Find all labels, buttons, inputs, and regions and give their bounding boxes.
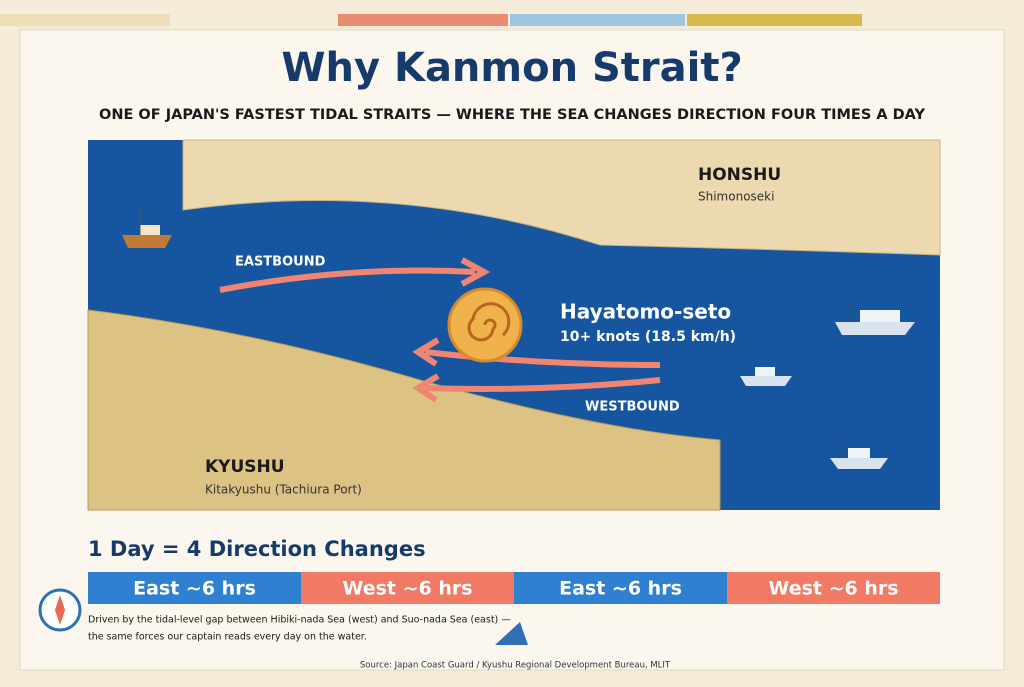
- west-arrowhead: [412, 337, 440, 367]
- timeline-label: West ~6 hrs: [768, 578, 898, 600]
- compass-needle: [55, 595, 65, 625]
- boat: [740, 367, 792, 386]
- timeline-label: East ~6 hrs: [559, 578, 682, 600]
- honshu-city: Shimonoseki: [698, 190, 774, 204]
- kyushu-land: [87, 309, 721, 511]
- source: Source: Japan Coast Guard / Kyushu Regio…: [360, 661, 671, 671]
- footnote-line: the same forces our captain reads every …: [88, 632, 367, 643]
- fin-icon: [495, 622, 528, 645]
- footnote-line: Driven by the tidal-level gap between Hi…: [88, 615, 511, 626]
- east-arrowhead: [460, 257, 491, 287]
- west-arrow: [424, 377, 661, 392]
- timeline-label: West ~6 hrs: [342, 578, 472, 600]
- timeline: East ~6 hrs West ~6 hrs East ~6 hrs West ~6…: [88, 572, 940, 604]
- border-strip: [687, 14, 862, 26]
- title: Why Kanmon Strait?: [281, 45, 742, 91]
- boat: [830, 438, 888, 469]
- east-arrow: [219, 267, 476, 293]
- whirlpool-swirl: [467, 302, 511, 342]
- west-arrowhead: [412, 373, 440, 403]
- timeline-segment: [514, 572, 727, 604]
- boat: [122, 208, 172, 248]
- honshu-land: [182, 139, 941, 256]
- timeline-segment: [727, 572, 940, 604]
- west-arrow: [424, 349, 661, 368]
- timeline-segment: [88, 572, 301, 604]
- boat: [835, 300, 915, 335]
- eastbound-label: EASTBOUND: [235, 255, 326, 270]
- timeline-segment: [301, 572, 514, 604]
- westbound-label: WESTBOUND: [585, 400, 680, 415]
- timeline-label: East ~6 hrs: [133, 578, 256, 600]
- honshu-label: HONSHU: [698, 165, 781, 185]
- narrows-name: Hayatomo-seto: [560, 300, 731, 324]
- kyushu-city: Kitakyushu (Tachiura Port): [205, 483, 362, 497]
- border-strip: [338, 14, 508, 26]
- narrows-speed: 10+ knots (18.5 km/h): [560, 329, 736, 345]
- kyushu-label: KYUSHU: [205, 457, 285, 477]
- border-strip: [0, 14, 170, 26]
- timeline-heading: 1 Day = 4 Direction Changes: [88, 537, 426, 561]
- subtitle: ONE OF JAPAN'S FASTEST TIDAL STRAITS — W…: [99, 107, 925, 123]
- border-strip: [510, 14, 685, 26]
